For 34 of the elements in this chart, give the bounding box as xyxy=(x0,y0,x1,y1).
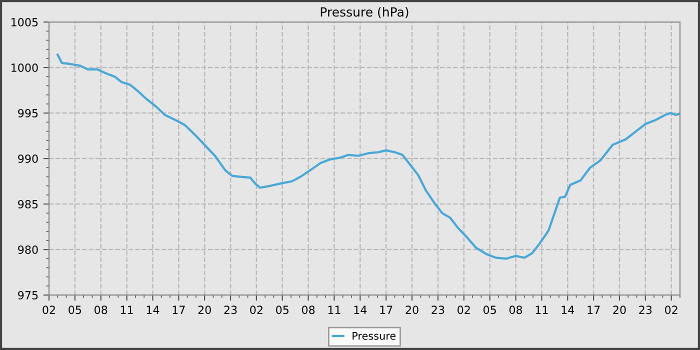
y-tick-label: 995 xyxy=(18,109,38,118)
x-tick-label: 08 xyxy=(302,306,315,314)
x-tick-label: 14 xyxy=(562,306,574,314)
x-tick-label: 20 xyxy=(613,306,626,314)
y-tick-label: 1000 xyxy=(12,64,38,72)
x-tick-label: 20 xyxy=(406,306,418,314)
x-tick-label: 14 xyxy=(354,306,367,314)
x-tick-label: 17 xyxy=(172,306,185,314)
x-tick-label: 02 xyxy=(42,306,55,314)
x-tick-label: 11 xyxy=(536,306,548,314)
x-tick-label: 23 xyxy=(224,306,237,314)
y-tick-label: 975 xyxy=(18,291,38,300)
y-tick-label: 980 xyxy=(18,246,38,254)
x-tick-label: 08 xyxy=(94,306,108,314)
legend-label: Pressure xyxy=(352,332,396,340)
x-tick-label: 20 xyxy=(198,306,211,314)
x-tick-label: 02 xyxy=(250,306,262,314)
chart-title: Pressure (hPa) xyxy=(320,6,408,18)
x-tick-label: 11 xyxy=(120,306,133,314)
x-tick-label: 02 xyxy=(458,306,470,314)
x-tick-label: 23 xyxy=(639,306,652,314)
x-tick-label: 11 xyxy=(328,306,340,314)
x-tick-label: 17 xyxy=(380,306,392,314)
x-tick-label: 23 xyxy=(432,306,444,314)
x-tick-label: 05 xyxy=(68,306,82,314)
x-tick-label: 02 xyxy=(665,306,678,314)
y-tick-label: 985 xyxy=(18,200,38,208)
x-tick-label: 17 xyxy=(588,306,600,314)
x-tick-label: 08 xyxy=(509,306,522,314)
y-tick-label: 990 xyxy=(18,154,38,163)
x-tick-label: 14 xyxy=(146,306,160,314)
x-tick-label: 05 xyxy=(276,306,288,314)
y-tick-label: 1005 xyxy=(12,18,38,26)
x-tick-label: 05 xyxy=(483,306,496,314)
